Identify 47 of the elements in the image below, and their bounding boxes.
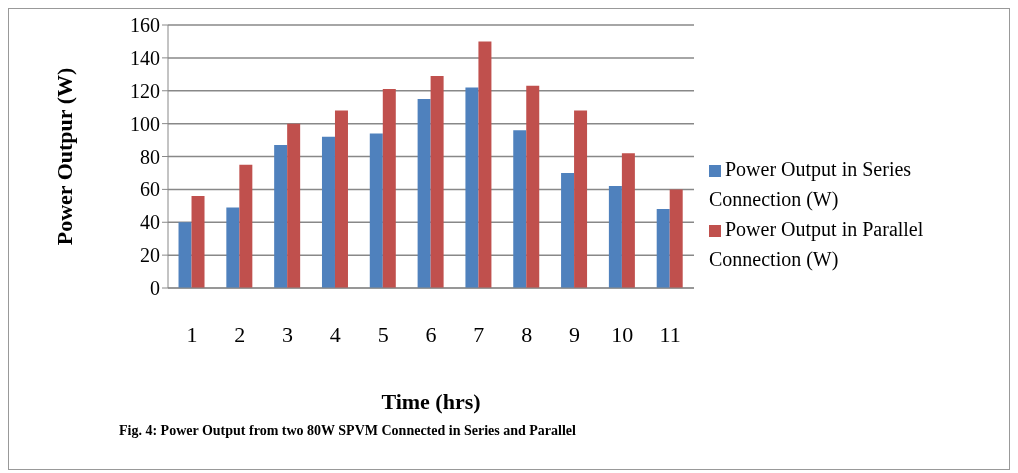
caption: Fig. 4: Power Output from two 80W SPVM Connected in Series and Parallel [118, 423, 577, 440]
y-tick-label: 160 [130, 14, 160, 37]
bar [513, 130, 527, 288]
bar [465, 87, 479, 288]
bar [561, 172, 575, 288]
y-tick-label: 140 [130, 46, 160, 69]
bar [191, 195, 205, 288]
bar [478, 41, 492, 288]
bar [369, 133, 383, 288]
bar [274, 144, 288, 288]
y-tick-label: 40 [140, 211, 160, 234]
x-tick-label: 7 [473, 321, 485, 347]
bar [239, 164, 253, 288]
x-tick-label: 11 [659, 321, 681, 347]
bar [574, 110, 588, 288]
x-tick-label: 3 [282, 321, 294, 347]
x-axis-title: Time (hrs) [381, 389, 481, 414]
bar [656, 209, 670, 288]
bar [226, 207, 240, 288]
bar [382, 89, 396, 288]
legend-label: Power Output in Parallel Connection (W) [709, 218, 924, 270]
y-axis-title: Power Outpur (W) [51, 67, 77, 246]
bar [669, 189, 683, 288]
bar [621, 153, 635, 288]
legend-label: Power Output in Series Connection (W) [709, 158, 912, 210]
bar [334, 110, 348, 288]
y-tick-label: 60 [140, 178, 160, 201]
bar [417, 98, 431, 288]
y-tick-label: 0 [150, 277, 160, 300]
x-tick-label: 4 [329, 321, 341, 347]
y-tick-label: 100 [130, 112, 160, 135]
y-tick-label: 80 [140, 145, 160, 168]
y-tick-label: 120 [130, 79, 160, 102]
y-tick-label: 20 [140, 244, 160, 267]
x-tick-label: 2 [234, 321, 246, 347]
bar [287, 123, 301, 288]
x-tick-label: 6 [425, 321, 437, 347]
x-tick-label: 5 [377, 321, 389, 347]
x-tick-label: 10 [611, 321, 634, 347]
x-tick-label: 9 [568, 321, 580, 347]
bar [526, 85, 540, 288]
bar [430, 75, 444, 288]
bar [608, 186, 622, 288]
bar [178, 222, 192, 288]
x-tick-label: 8 [521, 321, 533, 347]
x-tick-label: 1 [186, 321, 198, 347]
bar [321, 136, 335, 288]
